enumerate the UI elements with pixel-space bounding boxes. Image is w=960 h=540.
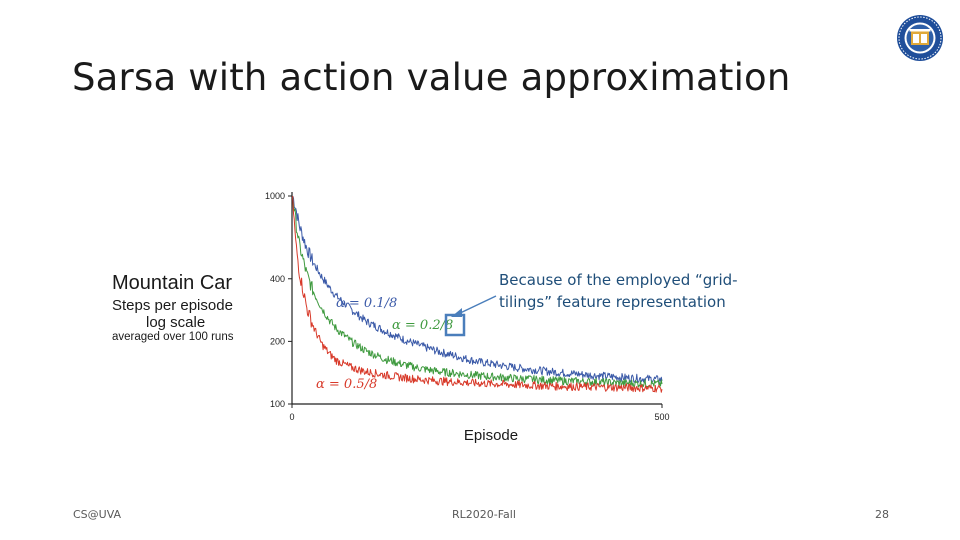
series-line-2: [292, 197, 663, 388]
x-axis-label: Episode: [464, 427, 518, 444]
annotation-note: Because of the employed “grid-tilings” f…: [499, 271, 738, 311]
series-label-2: α = 0.2/8: [392, 318, 453, 333]
footer-course-label: CS@UVA: [73, 508, 122, 521]
chart-runs-label: averaged over 100 runs: [112, 331, 234, 343]
x-tick-label: 0: [289, 412, 294, 422]
series-label-1: α = 0.1/8: [336, 296, 397, 311]
series-line-3: [292, 195, 663, 393]
x-tick-label: 500: [654, 412, 669, 422]
annotation-arrow-line: [455, 295, 497, 316]
y-tick-label: 100: [270, 399, 285, 409]
y-tick-label: 200: [270, 336, 285, 346]
y-tick-label: 400: [270, 274, 285, 284]
annotation-arrow-head-icon: [451, 308, 462, 317]
footer-term-label: RL2020-Fall: [452, 508, 516, 521]
chart-scale-label: log scale: [146, 314, 206, 331]
chart-side-labels: Mountain Car Steps per episode log scale…: [112, 272, 262, 343]
chart-problem-label: Mountain Car: [112, 272, 233, 294]
chart-measure-label: Steps per episode: [112, 297, 233, 314]
y-tick-label: 1000: [265, 191, 285, 201]
page-number: 28: [875, 508, 889, 521]
slide-title: Sarsa with action value approximation: [72, 56, 791, 99]
university-seal-icon: [897, 15, 943, 61]
series-line-1: [292, 195, 663, 384]
series-label-3: α = 0.5/8: [316, 377, 377, 392]
